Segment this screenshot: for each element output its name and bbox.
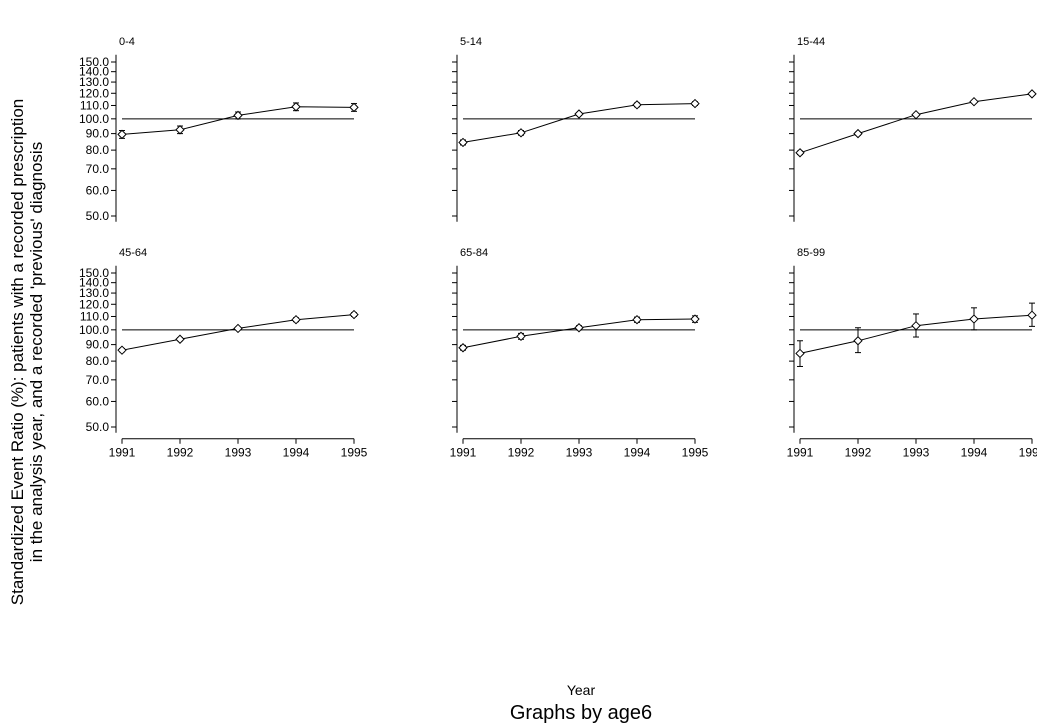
data-point-marker — [458, 343, 468, 353]
data-point-marker — [795, 148, 805, 158]
panel-5: 85-99 1991 1992 1993 1994 1995 — [787, 247, 1037, 460]
data-point-marker — [349, 309, 359, 320]
data-point-marker — [690, 314, 700, 324]
data-point-marker — [574, 323, 584, 333]
panel-2: 15-44 — [789, 36, 1037, 222]
y-tick-label: 140.0 — [79, 65, 109, 79]
panel-1: 5-14 — [452, 36, 700, 222]
panel-title: 65-84 — [460, 247, 488, 259]
data-point-marker — [291, 102, 301, 112]
data-point-marker — [458, 137, 468, 148]
x-tick-label: 1992 — [167, 446, 194, 460]
panel-title: 0-4 — [119, 36, 135, 48]
panel-title: 45-64 — [119, 247, 147, 259]
panel-3: 45-64 50.0 60.0 70.0 80.0 90.0100.0110.0120.0… — [79, 247, 368, 460]
panel-4: 65-84 1991 1992 1993 1994 1995 — [450, 247, 709, 460]
data-point-marker — [233, 323, 243, 334]
y-tick-label: 150.0 — [79, 266, 109, 280]
x-tick-label: 1993 — [225, 446, 252, 460]
data-point-marker — [911, 109, 921, 120]
y-tick-label: 100.0 — [79, 112, 109, 126]
x-tick-label: 1994 — [624, 446, 651, 460]
data-point-marker — [117, 129, 127, 140]
data-point-marker — [969, 314, 979, 324]
panel-title: 5-14 — [460, 36, 482, 48]
data-point-marker — [1027, 89, 1037, 99]
y-tick-label: 110.0 — [80, 309, 109, 323]
x-tick-label: 1993 — [903, 446, 930, 460]
data-point-marker — [233, 110, 243, 121]
data-point-marker — [1027, 310, 1037, 320]
data-point-marker — [911, 320, 921, 331]
graphs-by-caption: Graphs by age6 — [510, 702, 652, 724]
y-tick-label: 110.0 — [80, 98, 109, 112]
x-tick-label: 1995 — [1019, 446, 1037, 460]
y-tick-label: 70.0 — [86, 373, 110, 387]
x-tick-label: 1994 — [961, 446, 988, 460]
y-axis-title-line1: Standardized Event Ratio (%): patients w… — [8, 99, 27, 605]
y-tick-label: 90.0 — [86, 127, 110, 141]
data-point-marker — [291, 314, 301, 325]
y-tick-label: 60.0 — [86, 183, 110, 197]
data-point-marker — [969, 96, 979, 107]
y-tick-label: 140.0 — [79, 276, 109, 290]
y-tick-label: 120.0 — [79, 86, 109, 100]
y-tick-label: 150.0 — [79, 55, 109, 69]
series-line — [799, 93, 1033, 154]
y-tick-label: 80.0 — [86, 354, 110, 368]
data-point-marker — [574, 109, 584, 119]
y-tick-label: 100.0 — [79, 323, 109, 337]
y-axis-title-line2: in the analysis year, and a recorded 'pr… — [27, 142, 46, 562]
x-tick-label: 1995 — [341, 446, 368, 460]
y-tick-label: 130.0 — [79, 286, 109, 300]
x-tick-label: 1992 — [845, 446, 872, 460]
data-point-marker — [632, 314, 642, 325]
panel-title: 15-44 — [797, 36, 825, 48]
y-tick-label: 120.0 — [79, 297, 109, 311]
y-tick-label: 50.0 — [86, 420, 110, 434]
panels-area: 0-450.060.070.080.090.0100.0110.0120.013… — [79, 36, 1037, 460]
x-tick-label: 1993 — [566, 446, 593, 460]
y-tick-label: 80.0 — [86, 143, 110, 157]
data-point-marker — [690, 98, 700, 109]
y-tick-label: 130.0 — [79, 75, 109, 89]
y-tick-label: 50.0 — [86, 209, 110, 223]
data-point-marker — [853, 336, 863, 346]
data-point-marker — [175, 125, 185, 135]
x-tick-label: 1995 — [682, 446, 709, 460]
data-point-marker — [853, 128, 863, 139]
panel-0: 0-4 50.0 60.0 70.0 80.0 90.0100.0110.0120.013… — [79, 36, 359, 223]
panel-title: 85-99 — [797, 247, 825, 259]
x-tick-label: 1991 — [109, 446, 136, 460]
y-tick-label: 90.0 — [86, 338, 110, 352]
data-point-marker — [117, 345, 127, 355]
x-tick-label: 1992 — [508, 446, 535, 460]
data-point-marker — [632, 100, 642, 110]
data-point-marker — [516, 331, 526, 341]
data-point-marker — [175, 334, 185, 344]
x-tick-label: 1991 — [787, 446, 814, 460]
x-tick-label: 1994 — [283, 446, 310, 460]
data-point-marker — [516, 128, 526, 138]
y-tick-label: 70.0 — [86, 162, 110, 176]
x-tick-label: 1991 — [450, 446, 477, 460]
x-axis-title: Year — [567, 682, 596, 698]
data-point-marker — [795, 348, 805, 359]
data-point-marker — [349, 102, 359, 113]
y-tick-label: 60.0 — [86, 394, 110, 408]
